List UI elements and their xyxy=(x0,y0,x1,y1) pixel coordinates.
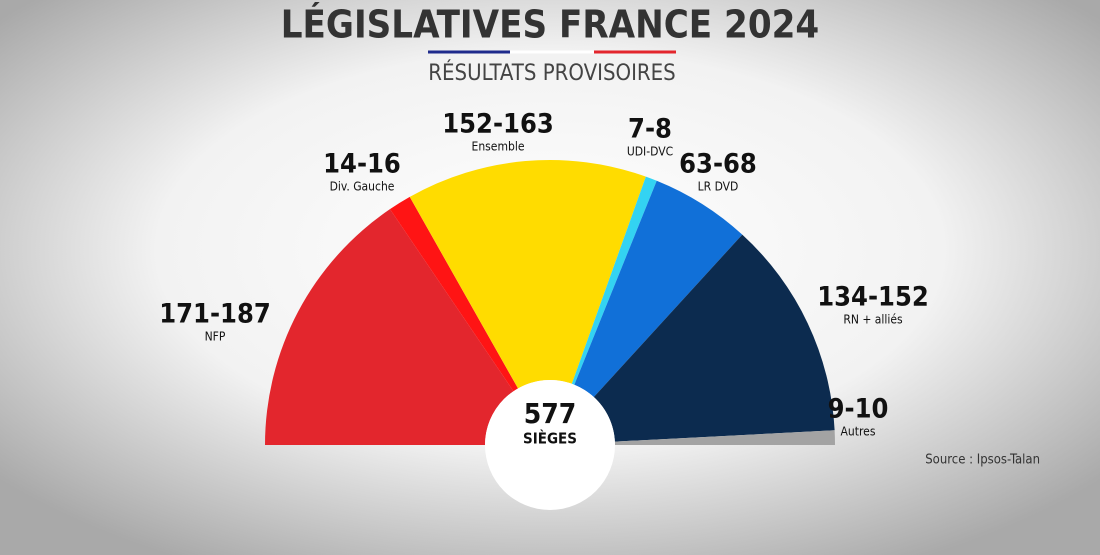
seat-segment xyxy=(409,160,646,389)
seat-range-label: 7-8 xyxy=(628,114,672,145)
seat-range-label: 171-187 xyxy=(159,299,271,330)
seat-range-label: 9-10 xyxy=(828,394,889,425)
party-name: Ensemble xyxy=(472,140,525,154)
source: Source : Ipsos-Talan xyxy=(925,453,1040,468)
seat-range-label: 152-163 xyxy=(442,109,554,140)
seat-segment xyxy=(593,234,835,442)
party-name: NFP xyxy=(205,330,226,344)
seat-segment xyxy=(574,180,743,398)
party-name: Div. Gauche xyxy=(330,180,395,194)
party-name: Autres xyxy=(841,425,876,439)
seat-range-label: 134-152 xyxy=(817,282,929,313)
party-name: LR DVD xyxy=(698,180,739,194)
chart-subtitle: RÉSULTATS PROVISOIRES xyxy=(428,60,676,86)
seat-range-label: 63-68 xyxy=(679,149,757,180)
seat-segment xyxy=(571,176,657,385)
total-label: SIÈGES xyxy=(523,429,577,448)
seat-segment xyxy=(265,209,514,445)
seat-segment xyxy=(614,430,835,445)
party-name: RN + alliés xyxy=(843,313,903,327)
party-name: UDI-DVC xyxy=(627,145,673,159)
center-hole xyxy=(485,380,615,510)
seat-segment xyxy=(389,196,519,392)
total-seats: 577 xyxy=(524,397,577,430)
chart-title: LÉGISLATIVES FRANCE 2024 xyxy=(281,3,819,47)
seat-range-label: 14-16 xyxy=(323,149,401,180)
